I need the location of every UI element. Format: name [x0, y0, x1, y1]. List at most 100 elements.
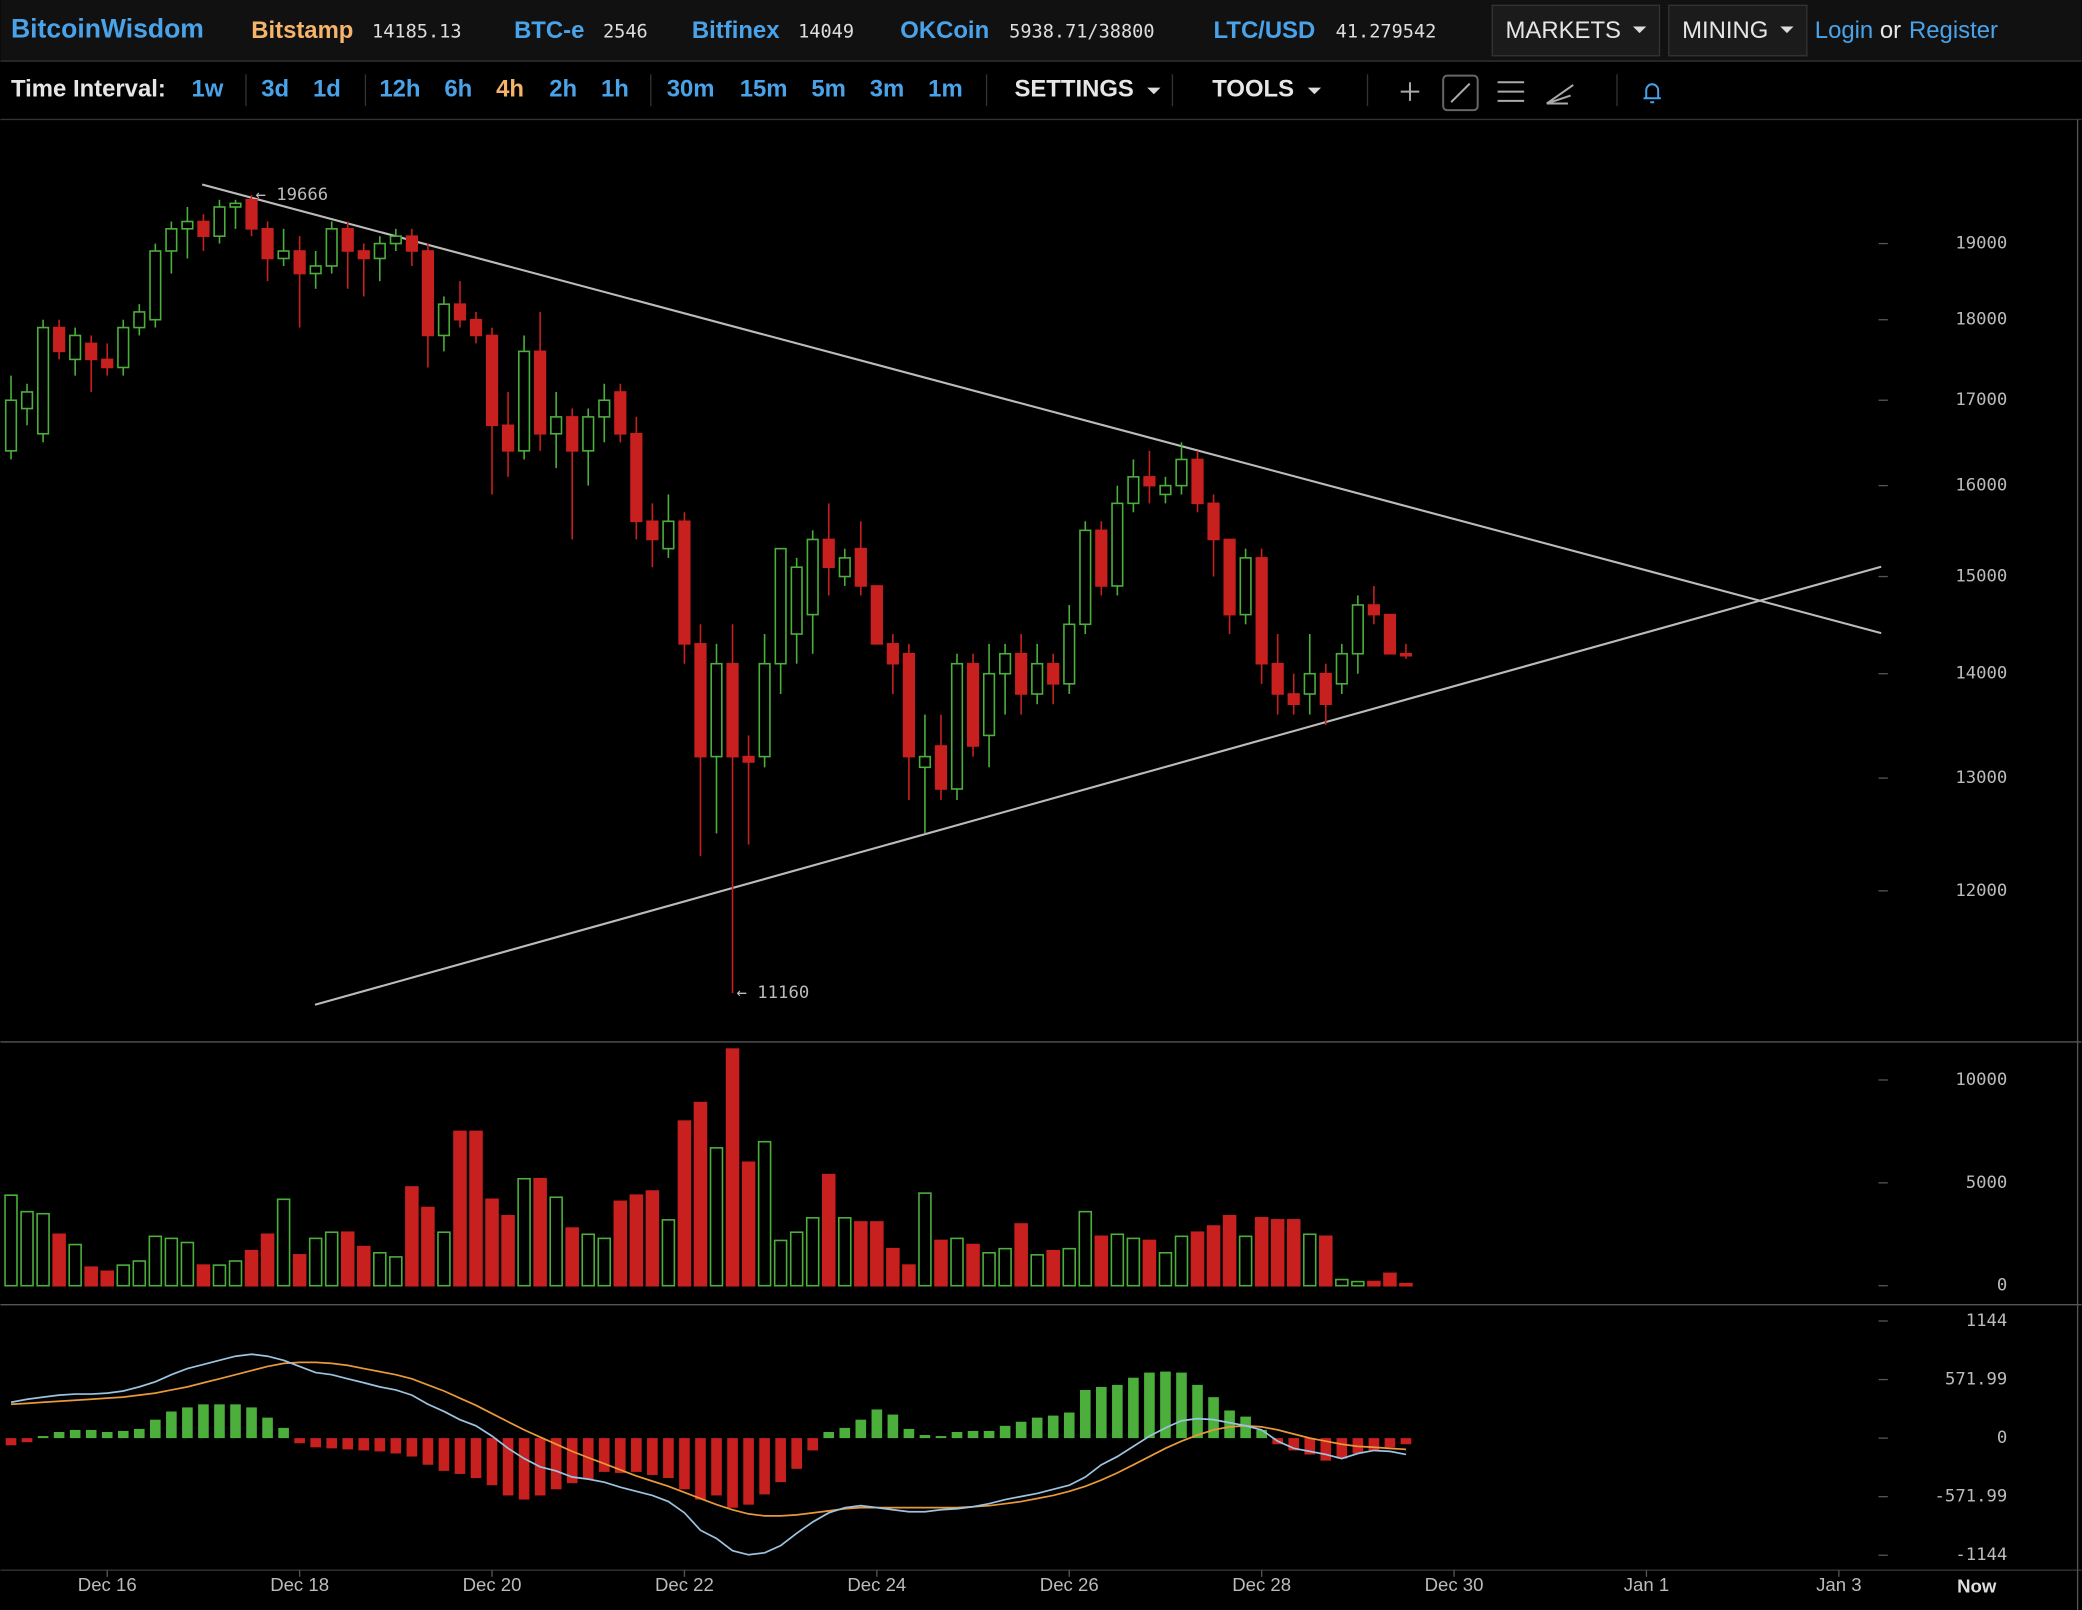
menu-label[interactable]: MINING — [1682, 17, 1768, 44]
candle-body — [341, 228, 354, 252]
interval-button[interactable]: 1d — [313, 76, 341, 103]
macd-bar — [791, 1438, 802, 1469]
interval-button[interactable]: 2h — [549, 76, 577, 103]
candle-body — [566, 416, 579, 452]
volume-bar — [1222, 1214, 1237, 1287]
candle-body — [1063, 623, 1076, 685]
ticker-name[interactable]: Bitstamp — [251, 17, 353, 44]
macd-bar — [1240, 1416, 1251, 1439]
macd-bar — [679, 1438, 690, 1490]
interval-button[interactable]: 4h — [496, 76, 524, 103]
interval-button[interactable]: 15m — [740, 76, 788, 103]
candle-body — [453, 303, 467, 321]
candle-body — [1303, 672, 1316, 695]
macd-bar — [262, 1417, 273, 1439]
interval-button[interactable]: 3m — [870, 76, 905, 103]
settings-menu[interactable]: SETTINGS — [1014, 76, 1133, 103]
candle-body — [678, 520, 691, 645]
ticker-name[interactable]: OKCoin — [900, 17, 989, 44]
macd-bar — [390, 1438, 402, 1454]
menu-label[interactable]: MARKETS — [1506, 17, 1621, 44]
interval-button[interactable]: 12h — [379, 76, 420, 103]
interval-button[interactable]: 30m — [667, 76, 715, 103]
volume-bar — [1270, 1219, 1285, 1287]
candle-body — [293, 250, 306, 275]
candle-body — [4, 399, 18, 452]
volume-bar — [597, 1237, 612, 1287]
volume-bar — [260, 1233, 275, 1287]
ticker-value: 2546 — [603, 21, 648, 42]
candle-body — [806, 538, 819, 616]
volume-bar — [308, 1237, 323, 1287]
volume-bar — [821, 1173, 836, 1287]
candle-body — [421, 250, 435, 337]
macd-bar — [1031, 1417, 1043, 1439]
macd-bar — [1368, 1438, 1380, 1451]
macd-bar — [871, 1409, 883, 1439]
volume-bar — [982, 1251, 996, 1287]
volume-bar — [1046, 1249, 1060, 1287]
tools-menu[interactable]: TOOLS — [1212, 76, 1294, 103]
interval-button[interactable]: 1m — [928, 76, 963, 103]
candle-body — [534, 350, 547, 435]
volume-bar — [725, 1048, 740, 1287]
interval-button[interactable]: 3d — [261, 76, 289, 103]
ticker-value: 14185.13 — [372, 21, 461, 42]
macd-bar — [663, 1438, 674, 1479]
candle-body — [1271, 662, 1284, 695]
volume-bar — [677, 1120, 692, 1287]
macd-bar — [5, 1438, 17, 1446]
ticker-name[interactable]: LTC/USD — [1214, 17, 1316, 44]
candle-body — [598, 399, 611, 418]
volume-bar — [998, 1247, 1012, 1287]
macd-bar — [486, 1438, 498, 1486]
menu-button[interactable] — [1491, 4, 1661, 57]
candle-body — [357, 250, 370, 260]
volume-bar — [757, 1140, 772, 1287]
candle-body — [437, 303, 451, 337]
candle-body — [1319, 672, 1332, 706]
interval-button[interactable]: 5m — [811, 76, 846, 103]
volume-bar — [405, 1186, 419, 1287]
x-tick-label: Dec 30 — [1425, 1574, 1484, 1595]
tool-icons[interactable] — [1400, 74, 1661, 112]
macd-bar — [775, 1438, 786, 1483]
candle-body — [1015, 652, 1028, 695]
volume-bar — [1110, 1233, 1125, 1287]
volume-bar — [276, 1198, 291, 1287]
x-tick-label: Dec 28 — [1232, 1574, 1291, 1595]
volume-bar — [613, 1200, 628, 1287]
y-tick-label: 10000 — [1955, 1070, 2007, 1090]
macd-bar — [807, 1438, 819, 1451]
interval-button[interactable]: 6h — [444, 76, 472, 103]
interval-button[interactable]: 1w — [192, 76, 224, 103]
menu-button[interactable] — [1668, 4, 1808, 57]
macd-bar — [967, 1430, 979, 1439]
macd-bar — [470, 1438, 482, 1479]
volume-bar — [902, 1264, 916, 1287]
register-link[interactable]: Register — [1909, 17, 1998, 44]
macd-bar — [246, 1407, 257, 1439]
caret — [1147, 87, 1161, 95]
macd-bar — [887, 1414, 899, 1439]
volume-bar — [645, 1190, 660, 1287]
candle-body — [373, 242, 386, 260]
macd-bar — [278, 1427, 289, 1439]
volume-bar — [1014, 1223, 1028, 1287]
ticker-name[interactable]: BTC-e — [514, 17, 584, 44]
volume-bar — [324, 1231, 339, 1287]
interval-button[interactable]: 1h — [601, 76, 629, 103]
toolbar-separators — [245, 74, 1618, 107]
y-tick-label: -571.99 — [1935, 1487, 2008, 1507]
volume-bar — [485, 1198, 499, 1287]
volume-bar — [1286, 1219, 1301, 1287]
volume-bar — [180, 1241, 195, 1287]
macd-bar — [1208, 1397, 1219, 1439]
volume-bar — [1062, 1247, 1077, 1287]
volume-bar — [1367, 1280, 1381, 1287]
candle-body — [149, 250, 162, 321]
ticker-name[interactable]: Bitfinex — [692, 17, 780, 44]
logo[interactable]: BitcoinWisdom — [11, 14, 204, 44]
login-link[interactable]: Login — [1815, 17, 1873, 44]
price-annotation: ← 19666 — [256, 185, 329, 205]
